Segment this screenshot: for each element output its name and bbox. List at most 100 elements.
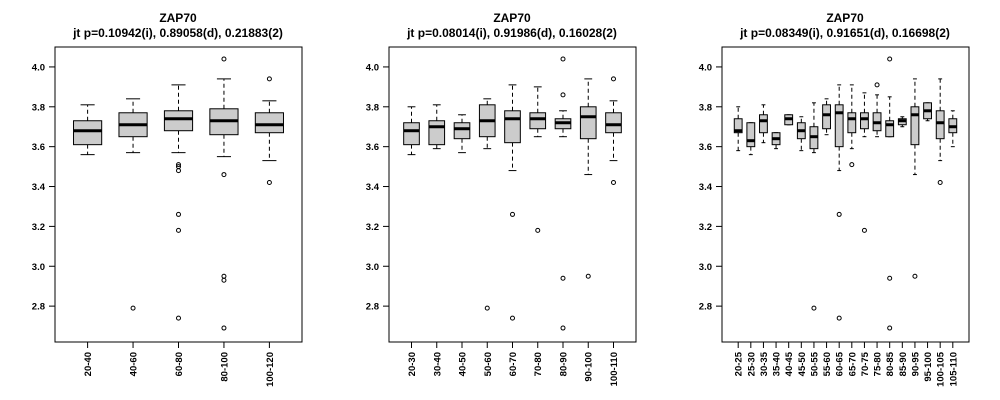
outlier-point: [610, 180, 616, 186]
x-tick-label: 75-80: [873, 352, 884, 376]
outlier-point: [176, 211, 181, 217]
y-tick-label: 2.8: [699, 302, 712, 313]
x-tick-label: 105-110: [948, 352, 959, 386]
y-tick-label: 4.0: [32, 62, 45, 73]
plot-frame: [54, 46, 303, 343]
box-90-95: [910, 78, 920, 279]
y-tick-label: 3.0: [32, 262, 45, 273]
box-35-40: [771, 132, 781, 150]
outlier-point: [176, 315, 181, 321]
y-tick-label: 3.8: [699, 102, 712, 113]
x-tick-label: 85-90: [898, 352, 909, 376]
y-tick-label: 3.2: [366, 222, 379, 233]
chart-title: ZAP70: [493, 11, 531, 25]
x-tick-label: 100-110: [609, 352, 620, 386]
x-tick-label: 60-70: [508, 352, 519, 376]
outlier-point: [585, 273, 591, 279]
box-90-100: [579, 78, 597, 279]
x-tick-label: 40-50: [458, 352, 469, 376]
x-tick-label: 60-80: [174, 352, 185, 376]
box-70-80: [529, 86, 547, 233]
outlier-point: [861, 227, 867, 233]
box-25-30: [746, 122, 756, 156]
box-40-60: [118, 98, 148, 311]
outlier-point: [937, 180, 943, 186]
iqr-box: [759, 114, 768, 134]
plot-frame: [721, 46, 970, 343]
x-tick-label: 20-40: [83, 352, 94, 376]
box-40-50: [453, 114, 471, 154]
x-tick-label: 40-45: [784, 351, 795, 376]
x-tick-label: 60-65: [835, 351, 846, 376]
iqr-box: [822, 104, 831, 130]
chart-panel-2: ZAP70 jt p=0.08014(i), 0.91986(d), 0.160…: [366, 11, 637, 386]
y-tick-label: 3.4: [32, 182, 46, 193]
outlier-point: [510, 211, 515, 217]
iqr-box: [163, 110, 194, 132]
box-100-110: [605, 76, 622, 186]
x-tick-label: 90-100: [584, 352, 595, 382]
x-tick-label: 50-55: [809, 351, 820, 376]
outlier-point: [266, 180, 272, 186]
box-60-65: [834, 84, 844, 321]
iqr-box: [935, 110, 945, 140]
box-80-90: [554, 56, 572, 331]
chart-subtitle: jt p=0.10942(i), 0.89058(d), 0.21883(2): [72, 26, 283, 40]
box-20-40: [73, 104, 103, 156]
y-tick-label: 3.6: [699, 142, 712, 153]
x-tick-label: 100-105: [936, 351, 947, 387]
box-20-30: [403, 106, 420, 156]
iqr-box: [834, 104, 844, 148]
chart-title: ZAP70: [159, 11, 197, 25]
outlier-point: [221, 273, 227, 279]
box-95-100: [923, 102, 932, 122]
x-tick-label: 100-120: [265, 352, 276, 387]
box-50-55: [809, 102, 819, 311]
x-tick-label: 45-50: [797, 352, 808, 376]
box-65-70: [847, 84, 857, 168]
x-tick-label: 65-70: [847, 352, 858, 376]
x-tick-label: 80-85: [885, 351, 896, 376]
iqr-box: [529, 112, 547, 130]
box-105-110: [948, 110, 958, 148]
chart-subtitle: jt p=0.08349(i), 0.91651(d), 0.16698(2): [739, 26, 950, 40]
iqr-box: [885, 120, 895, 138]
y-tick-label: 3.0: [699, 262, 712, 273]
y-tick-label: 3.8: [32, 102, 45, 113]
outlier-point: [176, 168, 181, 174]
iqr-box: [453, 122, 471, 140]
outlier-point: [560, 275, 566, 281]
box-45-50: [796, 116, 806, 152]
outlier-point: [484, 305, 490, 311]
x-tick-label: 30-40: [432, 352, 443, 376]
x-tick-label: 30-35: [759, 351, 770, 376]
x-tick-label: 95-100: [923, 352, 934, 382]
outlier-point: [836, 315, 842, 321]
x-tick-label: 55-60: [822, 352, 833, 376]
box-70-75: [860, 92, 869, 233]
outlier-point: [836, 211, 842, 217]
iqr-box: [847, 112, 857, 134]
iqr-box: [910, 106, 920, 146]
outlier-point: [221, 325, 227, 331]
chart-panel-1: ZAP70 jt p=0.10942(i), 0.89058(d), 0.218…: [32, 11, 303, 387]
y-tick-label: 3.6: [32, 142, 45, 153]
y-tick-label: 4.0: [699, 62, 712, 73]
box-60-80: [163, 84, 194, 321]
box-30-40: [428, 104, 446, 150]
x-tick-label: 90-95: [910, 351, 921, 376]
y-tick-label: 2.8: [366, 302, 379, 313]
x-tick-label: 70-75: [860, 351, 871, 376]
chart-title: ZAP70: [826, 11, 864, 25]
outlier-point: [176, 227, 181, 233]
box-60-70: [504, 84, 521, 321]
y-tick-label: 3.2: [699, 222, 712, 233]
iqr-box: [403, 122, 420, 146]
outlier-point: [535, 227, 541, 233]
box-30-35: [759, 104, 768, 144]
box-20-25: [733, 106, 743, 152]
outlier-point: [221, 56, 227, 62]
box-80-100: [209, 56, 239, 331]
y-tick-label: 3.6: [366, 142, 379, 153]
